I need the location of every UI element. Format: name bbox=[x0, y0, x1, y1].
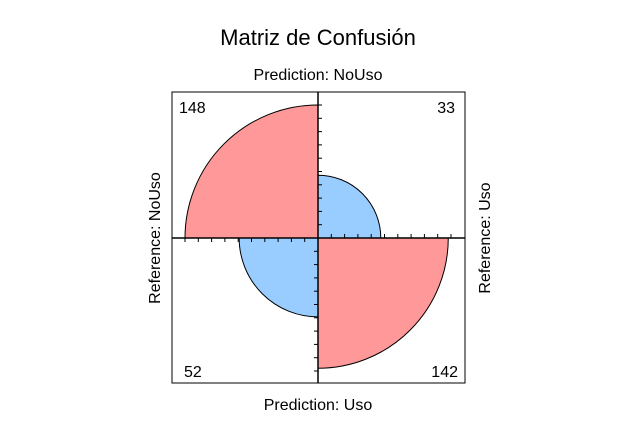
wedge-top-left bbox=[184, 104, 319, 239]
wedge-top-right bbox=[317, 174, 382, 239]
count-bottom-left: 52 bbox=[184, 364, 202, 381]
wedge-bottom-left bbox=[238, 237, 319, 318]
right-axis-label: Reference: Uso bbox=[477, 182, 494, 293]
left-axis-label: Reference: NoUso bbox=[147, 172, 164, 304]
count-top-left: 148 bbox=[179, 100, 206, 117]
chart-title: Matriz de Confusión bbox=[220, 25, 416, 50]
count-bottom-right: 142 bbox=[431, 364, 458, 381]
top-axis-label: Prediction: NoUso bbox=[254, 67, 383, 84]
plot-frame bbox=[171, 91, 466, 384]
wedge-bottom-right bbox=[317, 237, 449, 369]
count-top-right: 33 bbox=[437, 100, 455, 117]
bottom-axis-label: Prediction: Uso bbox=[264, 397, 373, 414]
